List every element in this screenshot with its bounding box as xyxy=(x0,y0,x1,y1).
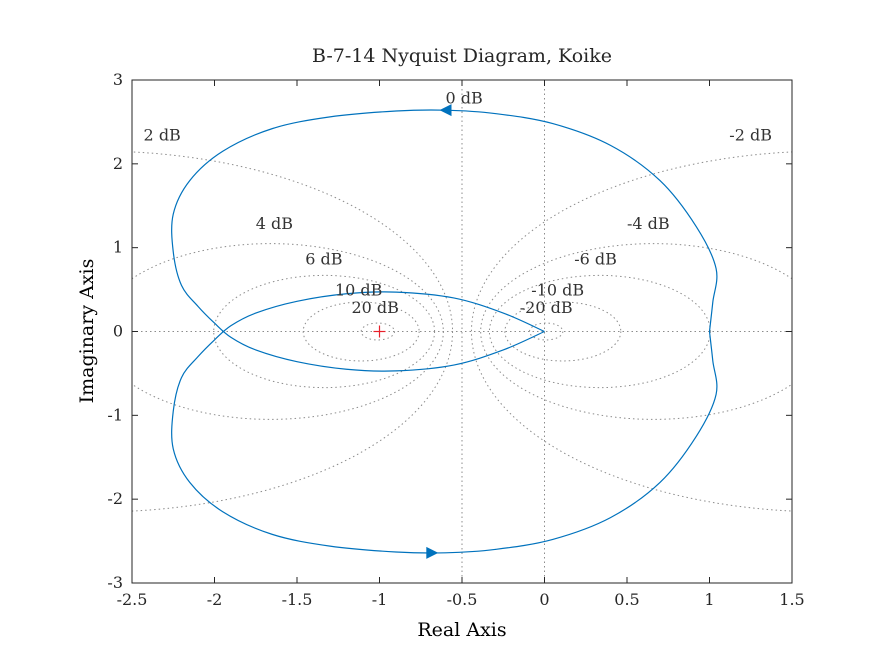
x-tick-label: -1.5 xyxy=(282,590,313,609)
x-tick-label: -2 xyxy=(207,590,223,609)
x-tick-label: -0.5 xyxy=(447,590,478,609)
db-label: 10 dB xyxy=(335,280,382,299)
db-label: -6 dB xyxy=(574,249,617,268)
x-tick-label: 1 xyxy=(704,590,714,609)
mcircle-neg6db xyxy=(488,274,711,389)
y-axis-label: Imaginary Axis xyxy=(76,259,98,404)
mcircle-grid xyxy=(132,80,792,583)
db-label: 4 dB xyxy=(256,214,293,233)
mcircle-neg4db xyxy=(480,243,792,420)
nyquist-curve-positive-freq xyxy=(171,291,718,554)
db-label: -20 dB xyxy=(520,298,573,317)
mcircle-neg10db xyxy=(504,301,622,362)
y-tick-label: -3 xyxy=(107,573,123,592)
nyquist-curve-group xyxy=(171,109,718,554)
y-tick-label: 1 xyxy=(113,238,123,257)
db-label: -10 dB xyxy=(531,280,584,299)
mcircle-20db xyxy=(360,322,396,341)
db-label: -4 dB xyxy=(627,214,670,233)
nyquist-curve-negative-freq xyxy=(171,109,718,372)
db-label: -2 dB xyxy=(729,125,772,144)
direction-arrow-2 xyxy=(426,546,439,559)
marker-group xyxy=(373,104,452,559)
x-tick-label: 0.5 xyxy=(614,590,639,609)
y-tick-label: -1 xyxy=(107,405,123,424)
db-label: 6 dB xyxy=(305,249,342,268)
y-tick-label: 3 xyxy=(113,70,123,89)
chart-title: B-7-14 Nyquist Diagram, Koike xyxy=(312,45,612,67)
y-tick-label: 0 xyxy=(113,322,123,341)
x-tick-label: -2.5 xyxy=(117,590,148,609)
y-tick-label: 2 xyxy=(113,154,123,173)
x-axis-label: Real Axis xyxy=(417,619,506,641)
db-label: 20 dB xyxy=(351,298,398,317)
mcircle-neg20db xyxy=(529,322,564,341)
x-tick-label: 0 xyxy=(539,590,549,609)
db-label: 2 dB xyxy=(144,125,181,144)
y-tick-label: -2 xyxy=(107,489,123,508)
db-label: 0 dB xyxy=(446,88,483,107)
x-tick-label: -1 xyxy=(372,590,388,609)
axis-ticks: -2.5 -2 -1.5 -1 -0.5 0 0.5 1 1.5 -3 -2 -1 0 1 2 3 xyxy=(107,70,804,609)
x-tick-label: 1.5 xyxy=(779,590,804,609)
direction-arrow-1 xyxy=(439,104,452,117)
